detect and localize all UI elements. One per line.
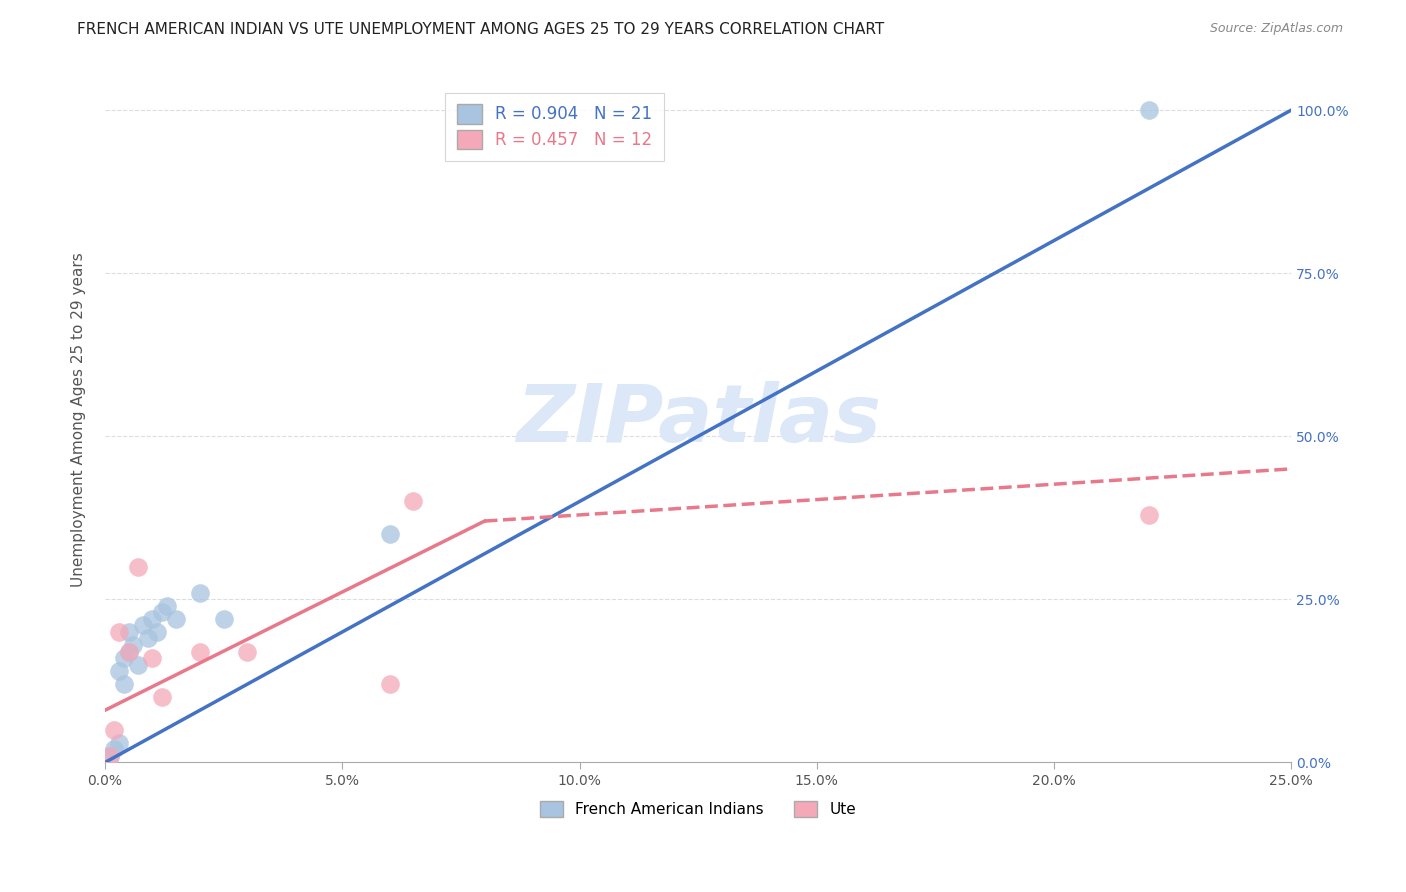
Point [112, 651, 135, 665]
Point [236, 644, 259, 658]
Point [141, 651, 163, 665]
Legend: French American Indians, Ute: French American Indians, Ute [534, 795, 862, 823]
Point [112, 677, 135, 691]
Point [108, 736, 131, 750]
Point [188, 644, 211, 658]
Point [150, 690, 173, 705]
Point [103, 742, 125, 756]
Point [141, 612, 163, 626]
Point [118, 644, 141, 658]
Y-axis label: Unemployment Among Ages 25 to 29 years: Unemployment Among Ages 25 to 29 years [72, 252, 86, 587]
Point [136, 632, 159, 646]
Point [1137, 508, 1160, 522]
Point [378, 677, 401, 691]
Point [127, 657, 149, 672]
Point [156, 599, 179, 613]
Point [98, 748, 121, 763]
Text: Source: ZipAtlas.com: Source: ZipAtlas.com [1209, 22, 1343, 36]
Point [103, 723, 125, 737]
Point [127, 559, 149, 574]
Point [188, 586, 211, 600]
Point [150, 606, 173, 620]
Point [108, 624, 131, 639]
Point [378, 527, 401, 541]
Point [146, 624, 169, 639]
Point [118, 644, 141, 658]
Point [122, 638, 145, 652]
Point [108, 664, 131, 678]
Point [132, 618, 155, 632]
Point [165, 612, 187, 626]
Point [98, 748, 121, 763]
Text: ZIPatlas: ZIPatlas [516, 381, 880, 459]
Text: FRENCH AMERICAN INDIAN VS UTE UNEMPLOYMENT AMONG AGES 25 TO 29 YEARS CORRELATION: FRENCH AMERICAN INDIAN VS UTE UNEMPLOYME… [77, 22, 884, 37]
Point [212, 612, 235, 626]
Point [402, 494, 425, 508]
Point [1137, 103, 1160, 117]
Point [118, 624, 141, 639]
